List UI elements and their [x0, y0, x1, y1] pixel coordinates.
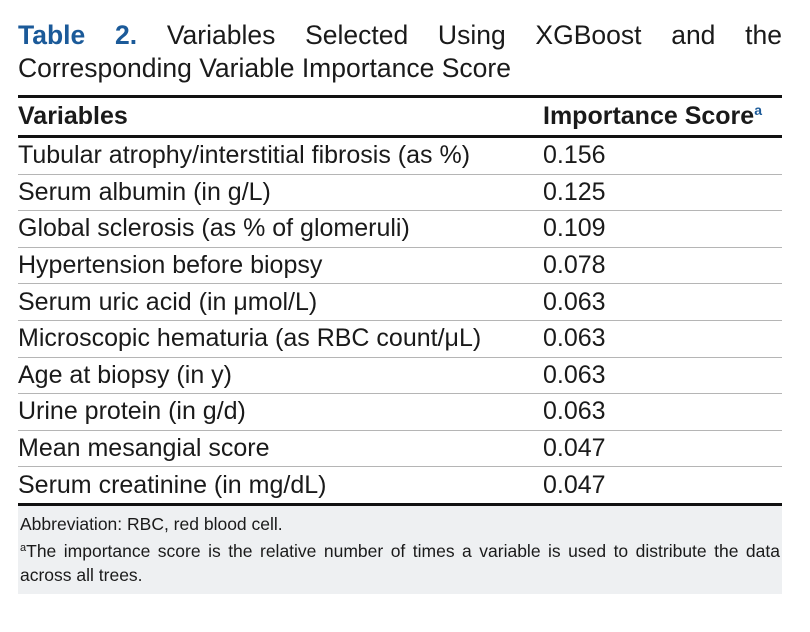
footnote-abbreviation: Abbreviation: RBC, red blood cell.: [20, 513, 283, 534]
footnote-marker: a: [20, 541, 27, 554]
score-cell: 0.125: [543, 174, 782, 212]
table-row: Serum albumin (in g/L) 0.125: [18, 174, 782, 212]
variable-cell: Mean mesangial score: [18, 430, 543, 468]
header-variables: Variables: [18, 98, 543, 138]
score-cell: 0.109: [543, 210, 782, 248]
variable-cell: Microscopic hematuria (as RBC count/μL): [18, 320, 543, 358]
table-row: Mean mesangial score 0.047: [18, 430, 782, 468]
importance-table: Variables Importance Scorea Tubular atro…: [18, 98, 782, 506]
score-cell: 0.063: [543, 283, 782, 321]
header-score: Importance Scorea: [543, 98, 782, 138]
score-cell: 0.047: [543, 430, 782, 468]
variable-cell: Hypertension before biopsy: [18, 247, 543, 285]
header-row: Variables Importance Scorea: [18, 98, 782, 138]
footnote-importance-text: The importance score is the relative num…: [20, 540, 780, 585]
score-cell: 0.063: [543, 393, 782, 431]
table-row: Tubular atrophy/interstitial fibrosis (a…: [18, 136, 782, 175]
table-container: Variables Importance Scorea Tubular atro…: [18, 95, 782, 506]
table-figure: Table 2. Variables Selected Using XGBoos…: [18, 0, 782, 594]
table-row: Microscopic hematuria (as RBC count/μL) 0…: [18, 320, 782, 358]
score-cell: 0.156: [543, 136, 782, 175]
caption-title-line-1: Variables Selected Using XGBoost and the: [166, 20, 782, 50]
variable-cell: Serum creatinine (in mg/dL): [18, 466, 543, 506]
caption-line-1: Table 2. Variables Selected Using XGBoos…: [18, 19, 782, 52]
variable-cell: Urine protein (in g/d): [18, 393, 543, 431]
score-cell: 0.063: [543, 320, 782, 358]
table-row: Hypertension before biopsy 0.078: [18, 247, 782, 285]
score-cell: 0.063: [543, 357, 782, 395]
score-cell: 0.047: [543, 466, 782, 506]
score-cell: 0.078: [543, 247, 782, 285]
table-footnotes: Abbreviation: RBC, red blood cell. aThe …: [18, 505, 782, 594]
header-score-marker: a: [754, 102, 762, 118]
table-row: Urine protein (in g/d) 0.063: [18, 393, 782, 431]
variable-cell: Serum albumin (in g/L): [18, 174, 543, 212]
variable-cell: Serum uric acid (in μmol/L): [18, 283, 543, 321]
variable-cell: Global sclerosis (as % of glomeruli): [18, 210, 543, 248]
table-row: Serum uric acid (in μmol/L) 0.063: [18, 283, 782, 321]
footnote-importance: aThe importance score is the relative nu…: [20, 536, 780, 587]
header-score-label: Importance Score: [543, 102, 755, 130]
table-label: Table 2.: [18, 20, 138, 50]
table-body: Tubular atrophy/interstitial fibrosis (a…: [18, 136, 782, 506]
table-row: Age at biopsy (in y) 0.063: [18, 357, 782, 395]
variable-cell: Tubular atrophy/interstitial fibrosis (a…: [18, 136, 543, 175]
variable-cell: Age at biopsy (in y): [18, 357, 543, 395]
table-caption: Table 2. Variables Selected Using XGBoos…: [18, 19, 782, 85]
table-row: Serum creatinine (in mg/dL) 0.047: [18, 466, 782, 506]
table-row: Global sclerosis (as % of glomeruli) 0.10…: [18, 210, 782, 248]
caption-title-line-2: Corresponding Variable Importance Score: [18, 53, 511, 83]
